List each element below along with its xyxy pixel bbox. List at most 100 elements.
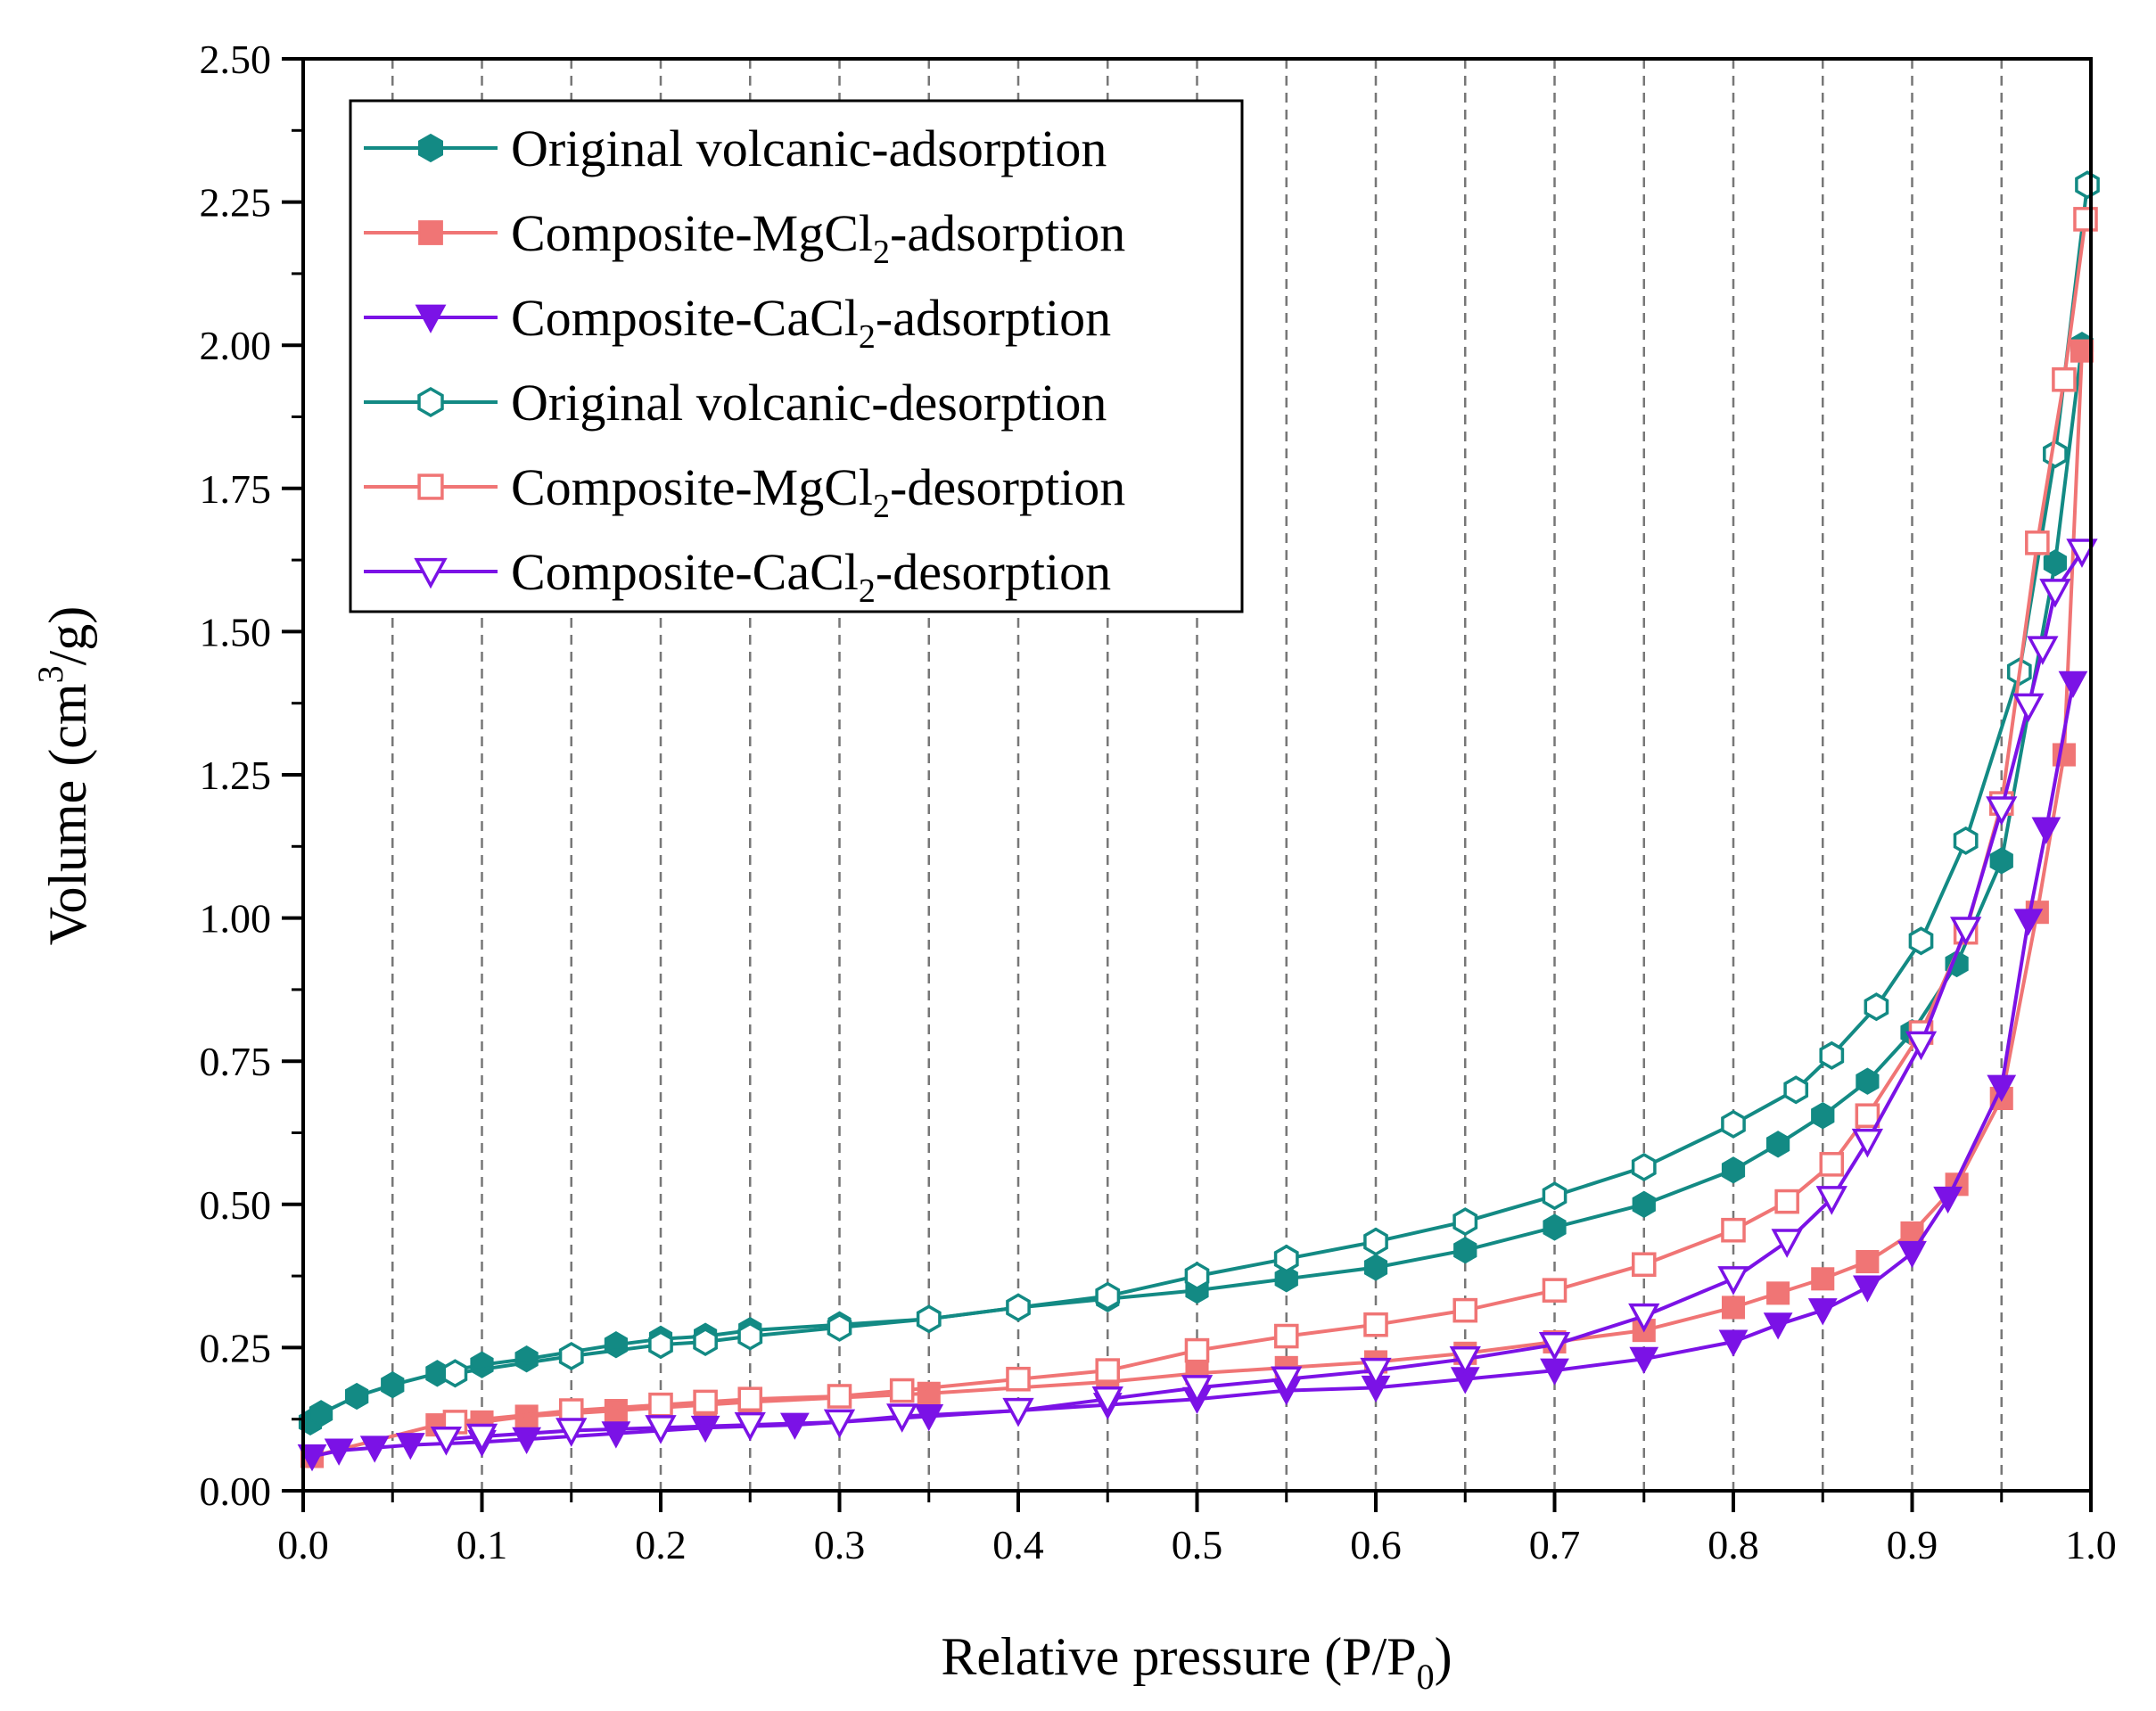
legend-marker <box>415 304 447 333</box>
data-point <box>693 1389 718 1415</box>
data-point <box>1628 1303 1660 1333</box>
y-tick-label: 2.50 <box>200 37 272 82</box>
data-point <box>914 1403 944 1432</box>
legend-item: Composite-CaCl2-desorption <box>364 543 1111 610</box>
data-point <box>1453 1237 1477 1264</box>
data-point <box>1763 1312 1793 1340</box>
data-point <box>1986 796 2018 826</box>
data-point <box>1631 1152 1657 1182</box>
data-point <box>558 1341 584 1371</box>
legend-label-subscript: 2 <box>873 234 890 271</box>
data-point <box>737 1386 763 1412</box>
data-point <box>889 1378 915 1403</box>
data-point <box>1897 1240 1927 1269</box>
y-tick-label: 0.25 <box>200 1325 272 1370</box>
data-point <box>734 1411 766 1442</box>
data-point <box>2073 207 2098 232</box>
data-point <box>1363 1312 1388 1337</box>
data-point <box>1819 1152 1845 1177</box>
data-point <box>2025 531 2050 555</box>
x-tick-label: 0.4 <box>992 1522 1044 1567</box>
legend-label-main: Original volcanic-desorption <box>511 374 1107 432</box>
data-point <box>1363 1254 1388 1281</box>
x-tick-label: 0.2 <box>635 1522 687 1567</box>
legend-item: Composite-MgCl2-desorption <box>364 458 1125 525</box>
data-point <box>1721 1109 1746 1139</box>
legend-label: Composite-CaCl2-desorption <box>511 543 1111 610</box>
data-point <box>648 1330 673 1360</box>
legend-item: Original volcanic-desorption <box>364 374 1107 432</box>
x-tick-label: 0.5 <box>1172 1522 1223 1567</box>
data-point <box>1766 1281 1790 1305</box>
data-point <box>823 1409 856 1439</box>
data-point <box>2075 170 2100 200</box>
data-point <box>1449 1346 1481 1376</box>
data-point <box>648 1392 673 1418</box>
data-point <box>1852 1275 1882 1303</box>
x-tick-label: 0.3 <box>814 1522 866 1567</box>
legend-marker <box>418 133 443 163</box>
data-point <box>1905 1031 1938 1061</box>
data-point <box>2058 670 2088 699</box>
data-point <box>297 1444 327 1472</box>
x-axis-title-subscript: 0 <box>1417 1657 1435 1697</box>
data-point <box>2066 539 2098 568</box>
data-point <box>1811 1102 1835 1130</box>
data-point <box>1933 1186 1963 1214</box>
data-point <box>1274 1265 1298 1293</box>
data-point <box>1717 1266 1749 1296</box>
data-point <box>1908 926 1934 956</box>
y-tick-label: 0.75 <box>200 1039 272 1084</box>
data-point <box>1783 1075 1809 1105</box>
data-point <box>1856 1250 1880 1274</box>
data-point <box>1851 1128 1884 1158</box>
legend-label-end: -adsorption <box>876 289 1111 347</box>
series-composite-cacl2-desorption <box>430 539 2098 1456</box>
legend-label-subscript: 2 <box>859 572 876 610</box>
legend-label-main: Composite-MgCl <box>511 204 873 262</box>
series-composite-cacl2-adsorption <box>297 670 2088 1472</box>
data-point <box>1273 1323 1299 1349</box>
data-point <box>1987 1074 2017 1102</box>
data-point <box>345 1382 369 1411</box>
legend-item: Original volcanic-adsorption <box>364 119 1107 177</box>
data-point <box>1095 1358 1121 1383</box>
data-point <box>1989 847 2013 875</box>
axis-ticks: 0.0 0.1 0.2 0.3 0.4 0.5 0.6 0.7 0.8 0.9 1.0 0.00 0.2… <box>200 37 2117 1567</box>
data-point <box>886 1403 918 1433</box>
data-point <box>827 1312 852 1342</box>
data-point <box>1721 1156 1746 1184</box>
data-point <box>514 1345 539 1373</box>
legend-label-end: -desorption <box>890 458 1125 516</box>
data-point <box>1542 1278 1568 1303</box>
data-point <box>1631 1252 1657 1278</box>
data-point <box>2031 817 2061 844</box>
x-tick-label: 0.1 <box>457 1522 508 1567</box>
x-tick-label: 0.8 <box>1708 1522 1759 1567</box>
legend-item: Composite-CaCl2-adsorption <box>364 289 1111 356</box>
data-point <box>1538 1331 1571 1361</box>
data-point <box>1006 1293 1031 1322</box>
data-point <box>1360 1357 1392 1387</box>
series-original-volcanic-adsorption <box>298 332 2094 1436</box>
data-point <box>1091 1386 1123 1416</box>
legend-label: Composite-MgCl2-desorption <box>511 458 1125 525</box>
data-point <box>1856 1067 1880 1095</box>
legend: Original volcanic-adsorption Composite-Mg… <box>349 99 1244 613</box>
legend-marker <box>414 557 448 589</box>
data-point <box>1006 1366 1031 1392</box>
x-axis-title-end: ) <box>1435 1627 1452 1686</box>
data-point <box>1950 917 1982 946</box>
data-point <box>1095 1281 1121 1311</box>
data-point <box>693 1327 718 1357</box>
data-point <box>1363 1227 1388 1256</box>
series-line <box>446 550 2084 1442</box>
data-point <box>2039 579 2071 608</box>
data-point <box>1273 1244 1299 1273</box>
data-point <box>2027 636 2059 666</box>
data-point <box>1271 1366 1303 1396</box>
data-point <box>1864 992 1889 1022</box>
y-axis-title: Volume (cm3/g) <box>30 606 97 946</box>
data-point <box>430 1426 463 1456</box>
x-tick-label: 0.0 <box>277 1522 329 1567</box>
